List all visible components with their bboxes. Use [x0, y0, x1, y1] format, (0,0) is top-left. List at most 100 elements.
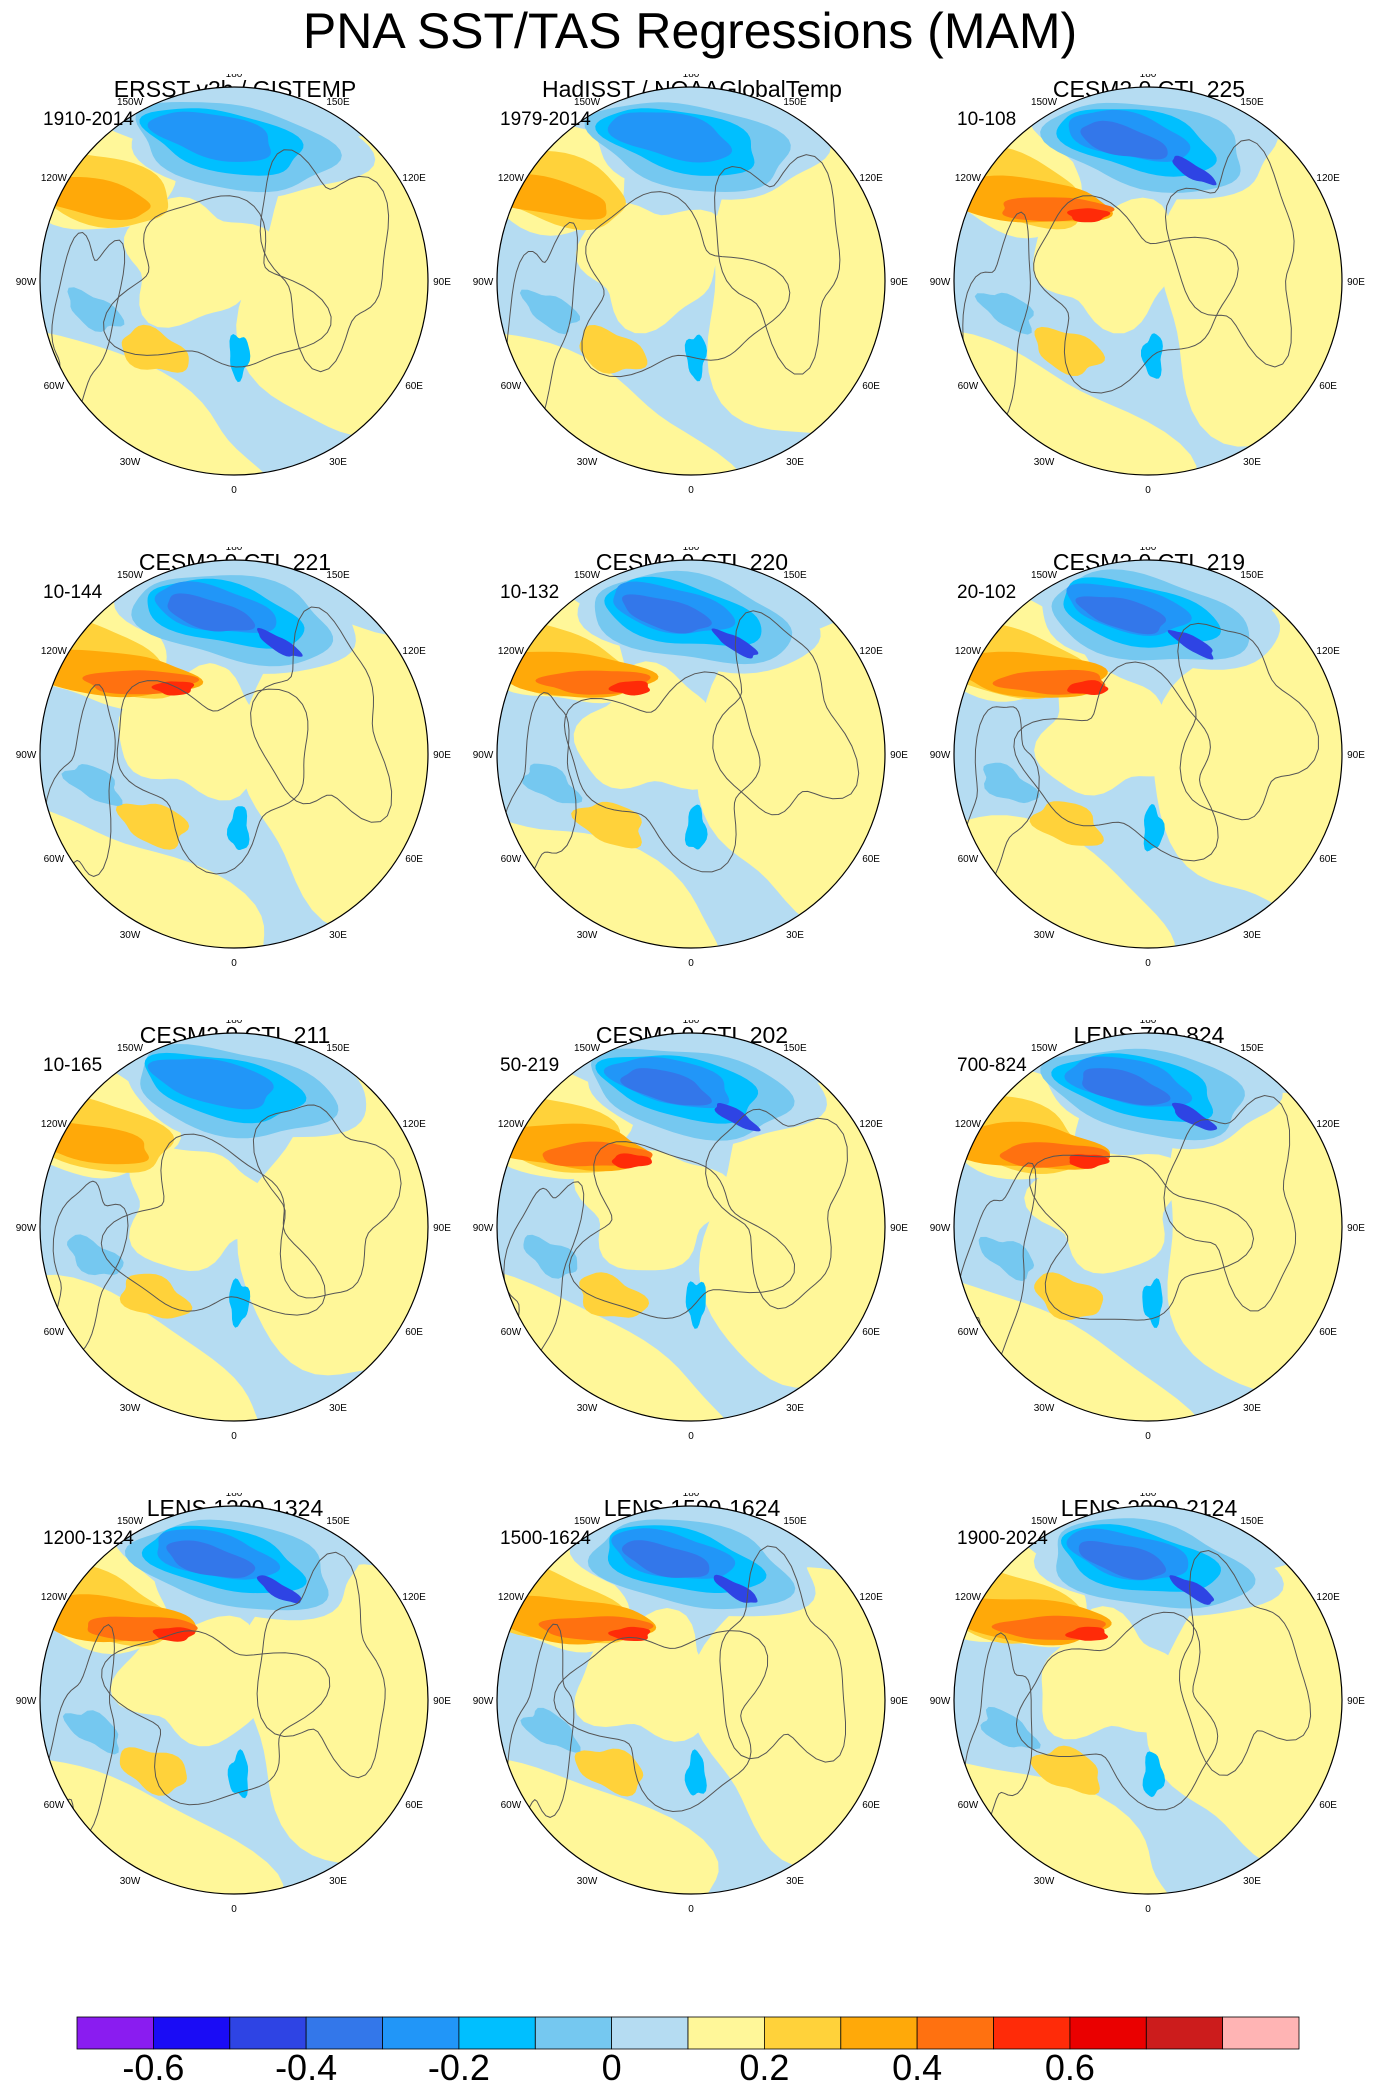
anomaly-field	[608, 1626, 651, 1641]
longitude-label: 0	[231, 485, 237, 496]
longitude-label: 180	[683, 1020, 700, 1026]
longitude-label: 90E	[1347, 750, 1365, 761]
longitude-label: 30E	[786, 457, 804, 468]
coastline	[44, 684, 116, 877]
coastline	[502, 1623, 575, 1834]
longitude-label: 90W	[16, 1696, 37, 1707]
anomaly-field	[1159, 136, 1342, 447]
longitude-label: 60E	[862, 854, 880, 865]
longitude-label: 90W	[930, 277, 951, 288]
coastline	[101, 1630, 331, 1806]
longitude-label: 150W	[117, 1516, 144, 1527]
longitude-label: 90W	[473, 750, 494, 761]
longitude-label: 60W	[501, 1800, 522, 1811]
longitude-label: 0	[688, 485, 694, 496]
anomaly-field	[227, 1749, 249, 1799]
longitude-label: 90W	[473, 1696, 494, 1707]
anomaly-field	[257, 627, 303, 657]
longitude-label: 90E	[890, 1696, 908, 1707]
coastline	[1164, 139, 1295, 368]
longitude-label: 60W	[501, 1327, 522, 1338]
anomaly-field	[110, 1615, 261, 1747]
longitude-label: 60W	[501, 381, 522, 392]
anomaly-field	[621, 1540, 710, 1578]
longitude-label: 120W	[498, 173, 525, 184]
anomaly-field	[1033, 197, 1174, 334]
longitude-label: 60W	[44, 1327, 65, 1338]
anomaly-field	[121, 324, 189, 373]
longitude-label: 120E	[1316, 646, 1340, 657]
longitude-label: 30W	[577, 1403, 598, 1414]
map-boundary	[496, 559, 886, 949]
longitude-label: 150W	[574, 570, 601, 581]
polar-map: 180 150E 120E 90E 60E 30E 0 30W 60W 90W 120W 150W	[473, 547, 909, 969]
longitude-label: 90W	[473, 1223, 494, 1234]
anomaly-field	[67, 287, 125, 332]
coastline	[553, 1630, 769, 1813]
colorbar-tick-label: 0	[602, 2047, 622, 2087]
longitude-label: 120E	[402, 1119, 426, 1130]
anomaly-field	[1167, 1091, 1342, 1393]
longitude-label: 120W	[498, 646, 525, 657]
longitude-label: 30E	[1243, 1876, 1261, 1887]
anomaly-field	[166, 1540, 256, 1578]
longitude-label: 90W	[16, 750, 37, 761]
coastline	[103, 195, 332, 368]
longitude-label: 30E	[1243, 457, 1261, 468]
longitude-label: 120E	[1316, 1592, 1340, 1603]
coastline	[1178, 1549, 1312, 1776]
period-label: 10-165	[43, 1055, 103, 1076]
period-label: 50-219	[500, 1055, 560, 1076]
map-panel: LENS 2000-2124180150E120E90E60E30E030W60…	[919, 1493, 1379, 1968]
longitude-label: 180	[1140, 547, 1157, 553]
longitude-label: 90E	[1347, 1696, 1365, 1707]
map-panel: CESM2.0 CTL 202180150E120E90E60E30E030W6…	[462, 1020, 922, 1495]
anomaly-field	[1069, 1154, 1110, 1169]
longitude-label: 30W	[120, 1403, 141, 1414]
anomaly-field	[1034, 1272, 1104, 1321]
anomaly-field	[573, 661, 722, 790]
longitude-label: 0	[231, 1904, 237, 1915]
anomaly-field	[519, 289, 580, 335]
longitude-label: 90W	[930, 1696, 951, 1707]
anomaly-field	[1142, 1751, 1166, 1798]
colorbar-swatch	[993, 2016, 1071, 2050]
longitude-label: 60E	[405, 1800, 423, 1811]
longitude-label: 180	[1140, 1020, 1157, 1026]
coastline	[719, 1545, 846, 1763]
longitude-label: 30E	[786, 930, 804, 941]
longitude-label: 0	[1145, 1904, 1151, 1915]
period-label: 10-144	[43, 582, 103, 603]
map-panel: CESM2.0 CTL 219180150E120E90E60E30E030W6…	[919, 547, 1379, 1022]
colorbar-swatch	[382, 2016, 460, 2050]
anomaly-field	[707, 133, 885, 434]
coastline	[503, 1181, 585, 1376]
longitude-label: 90E	[890, 750, 908, 761]
longitude-label: 180	[683, 74, 700, 80]
longitude-label: 150W	[574, 1043, 601, 1054]
anomaly-field	[1034, 665, 1190, 796]
longitude-label: 180	[226, 547, 243, 553]
coastline	[714, 154, 841, 375]
longitude-label: 30W	[1034, 1403, 1055, 1414]
period-label: 1900-2024	[957, 1528, 1048, 1549]
coastline	[500, 691, 577, 884]
anomaly-field	[147, 111, 271, 162]
longitude-label: 120W	[955, 646, 982, 657]
coastline	[712, 610, 860, 816]
anomaly-field	[575, 202, 725, 334]
longitude-label: 150E	[326, 570, 350, 581]
longitude-label: 180	[683, 547, 700, 553]
colorbar-swatch	[458, 2016, 536, 2050]
colorbar-swatch	[305, 2016, 383, 2050]
map-boundary	[39, 1505, 429, 1895]
anomaly-field	[67, 1234, 124, 1276]
polar-map: 180 150E 120E 90E 60E 30E 0 30W 60W 90W 120W 150W	[930, 1493, 1366, 1915]
longitude-label: 60E	[862, 381, 880, 392]
map-boundary	[39, 559, 429, 949]
anomaly-field	[229, 334, 251, 383]
longitude-label: 0	[1145, 958, 1151, 969]
anomaly-field	[256, 1575, 302, 1604]
longitude-label: 120E	[859, 1592, 883, 1603]
longitude-label: 120W	[955, 1119, 982, 1130]
